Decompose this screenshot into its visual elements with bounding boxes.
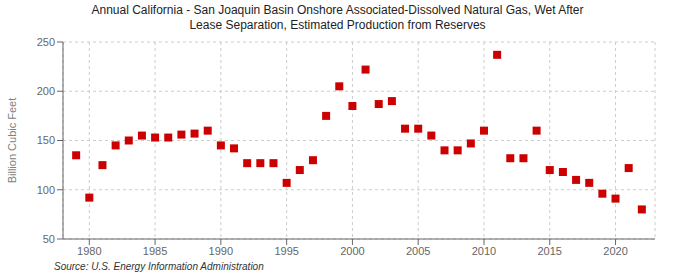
svg-text:200: 200: [37, 85, 55, 97]
svg-text:1985: 1985: [143, 245, 167, 257]
svg-text:2005: 2005: [406, 245, 430, 257]
svg-text:1980: 1980: [77, 245, 101, 257]
svg-text:1990: 1990: [209, 245, 233, 257]
svg-text:2015: 2015: [538, 245, 562, 257]
html-text:Lease Separation, Estimated Pr: Lease Separation, Estimated Production f…: [189, 18, 486, 32]
svg-text:2010: 2010: [472, 245, 496, 257]
svg-text:100: 100: [37, 184, 55, 196]
html-text:Source: U.S. Energy Informatio: Source: U.S. Energy Information Administ…: [54, 261, 264, 272]
svg-text:50: 50: [43, 233, 55, 245]
svg-text:2020: 2020: [603, 245, 627, 257]
svg-text:Billion Cubic Feet: Billion Cubic Feet: [8, 98, 18, 184]
html-text:Annual California - San Joaqui: Annual California - San Joaquin Basin On…: [91, 3, 584, 17]
svg-text:1995: 1995: [274, 245, 298, 257]
svg-text:2000: 2000: [340, 245, 364, 257]
svg-text:150: 150: [37, 134, 55, 146]
svg-text:250: 250: [37, 36, 55, 48]
